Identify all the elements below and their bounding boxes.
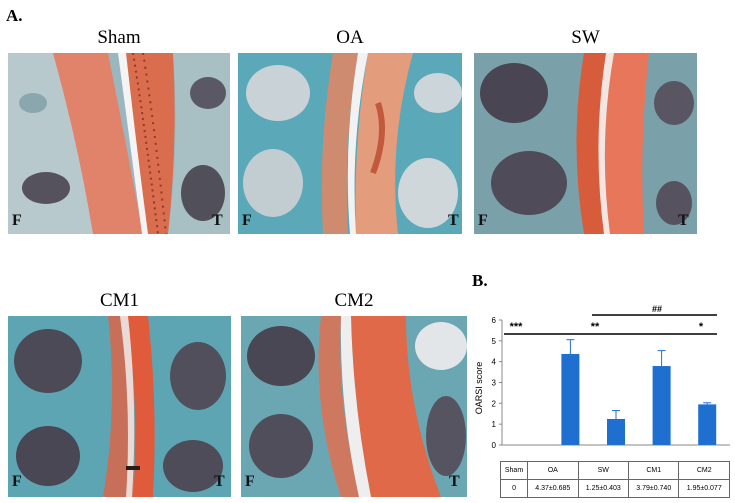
- significance-cm2-vs-oa: *: [699, 321, 704, 333]
- oarsi-bar-chart: OARSI score 0 1 2 3 4 5 6 *** ** * ##: [474, 304, 730, 450]
- table-cell: 0: [499, 479, 529, 498]
- y-tick-label: 0: [492, 441, 497, 450]
- panel-b-label: B.: [472, 271, 488, 290]
- y-tick-label: 6: [492, 316, 497, 325]
- table-cell: 1.95±0.077: [678, 479, 730, 498]
- femur-label-sham: F: [12, 212, 22, 229]
- micrograph-cm1: [8, 316, 231, 497]
- micrograph-title-cm2: CM2: [334, 290, 374, 311]
- femur-label-oa: F: [242, 212, 252, 229]
- significance-cm2-vs-sw: ##: [652, 304, 662, 314]
- y-axis-label: OARSI score: [474, 362, 484, 415]
- tibia-label-cm1: T: [214, 473, 225, 490]
- table-header-cell: CM1: [627, 461, 680, 480]
- micrograph-oa: [238, 53, 462, 234]
- micrograph-title-sham: Sham: [97, 27, 141, 48]
- tibia-label-sham: T: [212, 212, 223, 229]
- histology-image-sw: [474, 53, 697, 234]
- table-cell: 1.25±0.403: [577, 479, 630, 498]
- y-tick-label: 1: [492, 420, 497, 429]
- micrograph-title-sw: SW: [571, 27, 600, 48]
- femur-label-sw: F: [478, 212, 488, 229]
- histology-image-cm2: [241, 316, 467, 497]
- significance-sw-vs-oa: **: [591, 321, 600, 333]
- table-header-cell: CM2: [678, 461, 730, 480]
- micrograph-sw: [474, 53, 697, 234]
- micrograph-title-oa: OA: [336, 27, 364, 48]
- significance-oa-vs-sham: ***: [510, 321, 524, 333]
- panel-a-label: A.: [6, 6, 23, 25]
- histology-image-sham: [8, 53, 230, 234]
- bar-sw: [607, 418, 625, 445]
- table-row: 0 4.37±0.685 1.25±0.403 3.79±0.740 1.95±…: [499, 479, 730, 498]
- bar-oa: [561, 353, 580, 445]
- table-cell: 3.79±0.740: [627, 479, 680, 498]
- oarsi-data-table: Sham OA SW CM1 CM2 0 4.37±0.685 1.25±0.4…: [499, 461, 730, 498]
- micrograph-cm2: [241, 316, 467, 497]
- y-tick-label: 4: [492, 358, 497, 367]
- micrograph-sham: [8, 53, 230, 234]
- tibia-label-cm2: T: [449, 473, 460, 490]
- bar-cm2: [698, 404, 717, 445]
- table-header-cell: OA: [527, 461, 579, 480]
- table-header-cell: SW: [577, 461, 630, 480]
- femur-label-cm1: F: [12, 473, 22, 490]
- femur-label-cm2: F: [245, 473, 255, 490]
- tibia-label-oa: T: [448, 212, 459, 229]
- y-tick-label: 2: [492, 399, 497, 408]
- tibia-label-sw: T: [678, 212, 689, 229]
- y-tick-label: 3: [492, 379, 497, 388]
- y-tick-label: 5: [492, 337, 497, 346]
- histology-image-cm1: [8, 316, 231, 497]
- bar-cm1: [652, 366, 671, 445]
- table-header-cell: Sham: [499, 461, 529, 480]
- table-cell: 4.37±0.685: [527, 479, 579, 498]
- micrograph-title-cm1: CM1: [99, 290, 140, 311]
- histology-image-oa: [238, 53, 462, 234]
- table-header-row: Sham OA SW CM1 CM2: [499, 461, 730, 480]
